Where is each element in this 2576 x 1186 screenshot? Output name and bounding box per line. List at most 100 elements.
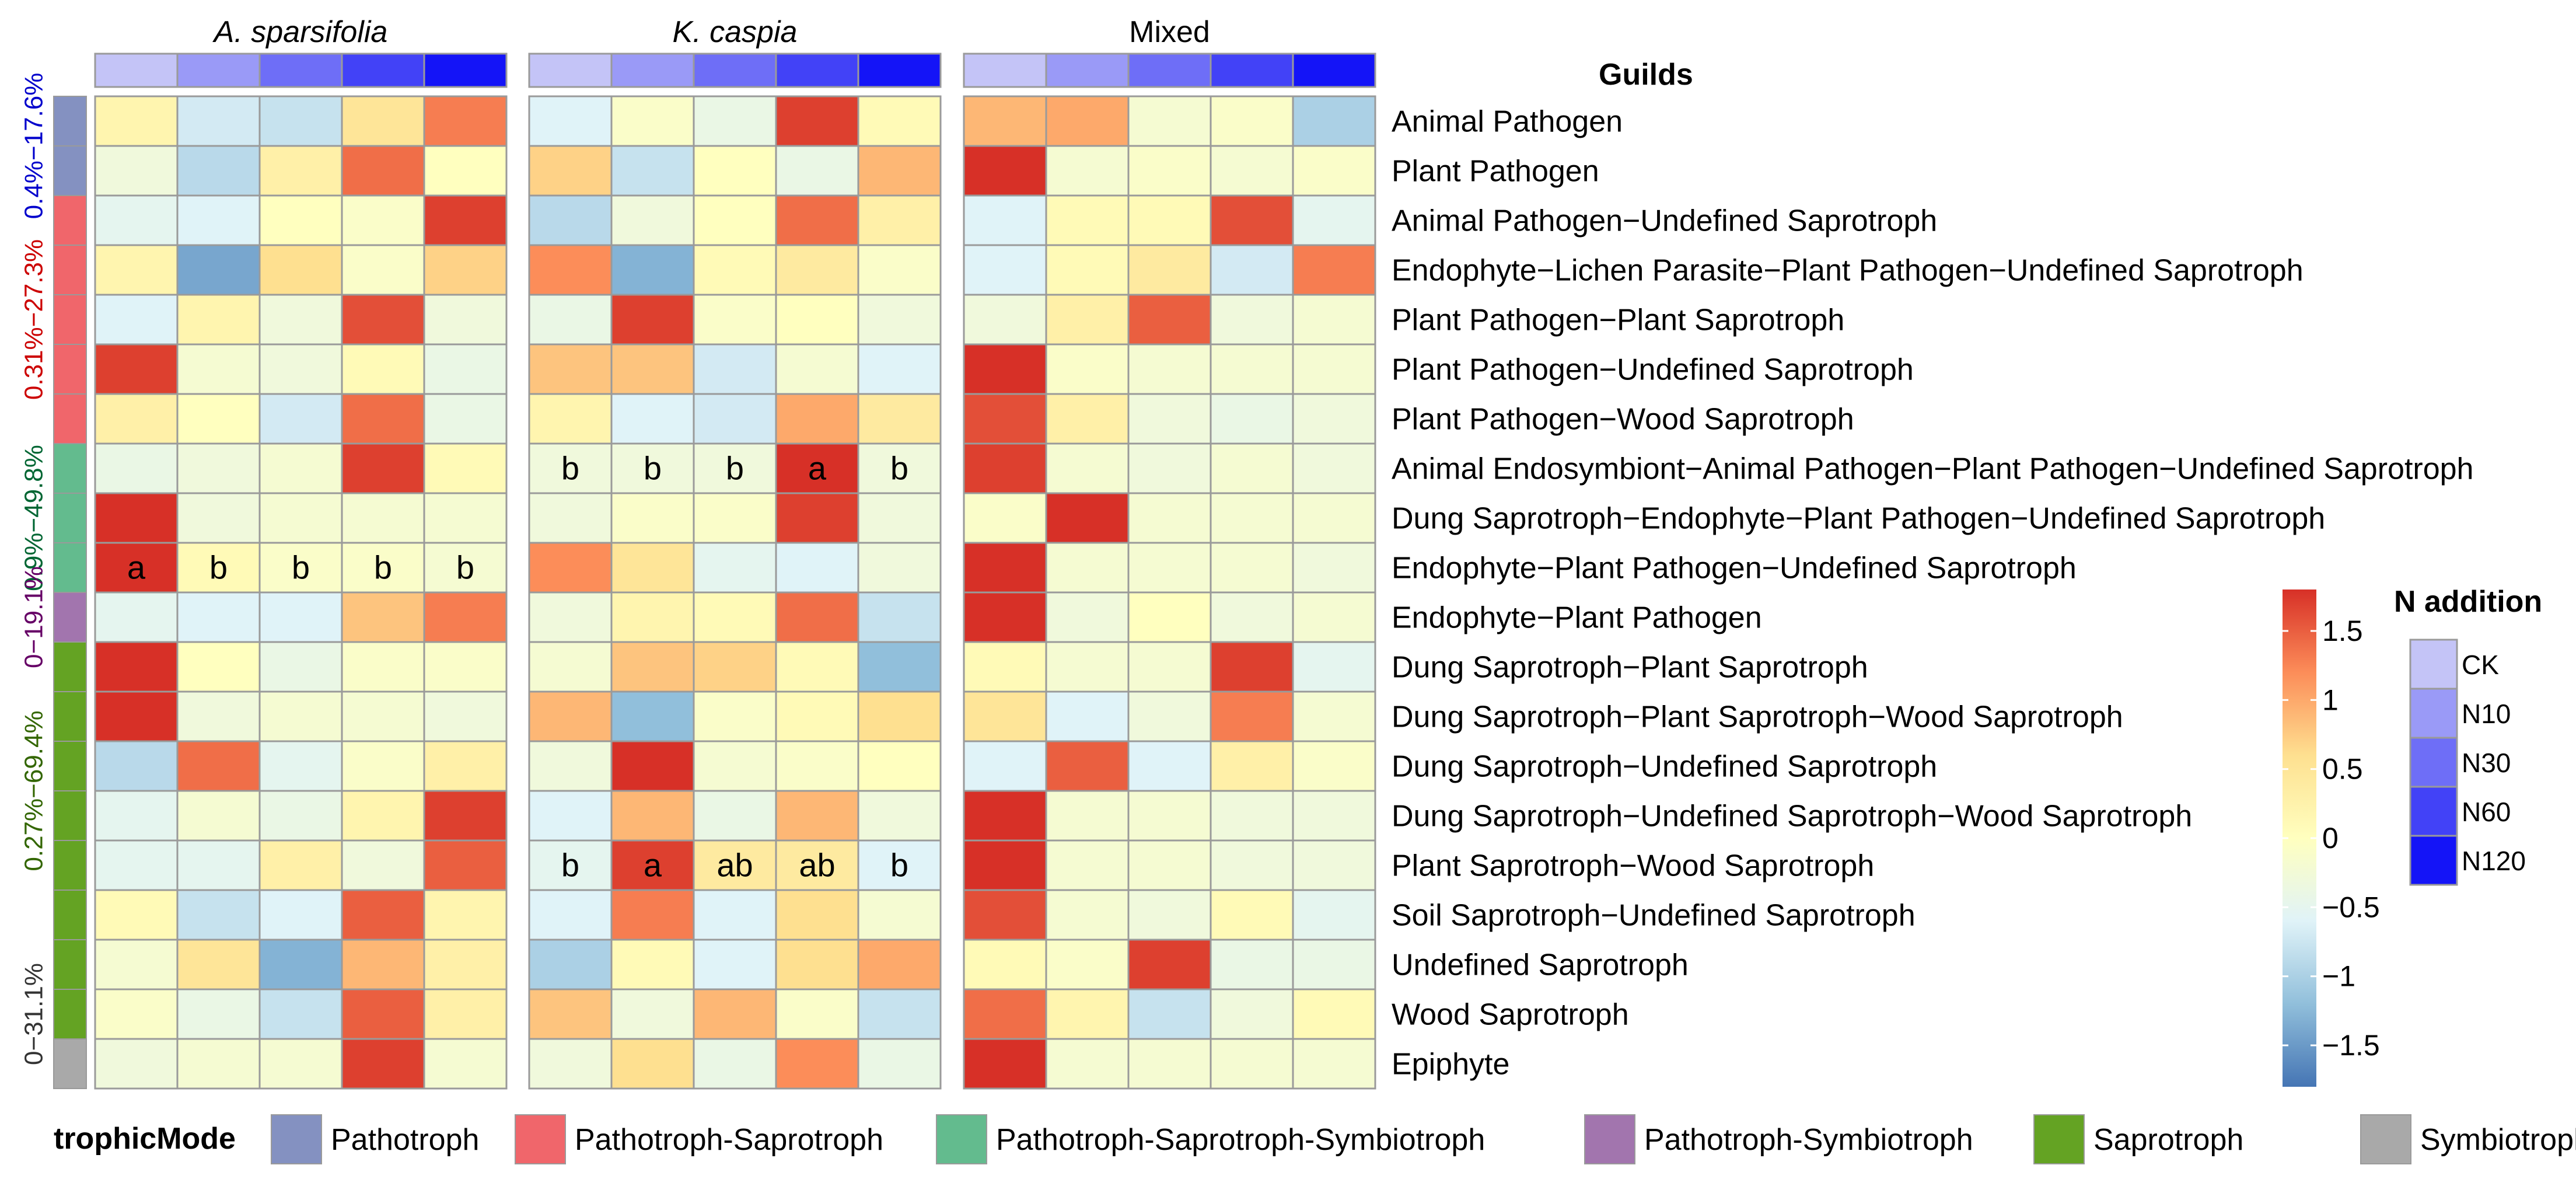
guild-label: Endophyte−Plant Pathogen−Undefined Sapro… [1392,552,2077,585]
heatmap-cell [258,294,343,346]
heatmap-cell [857,1038,942,1090]
guild-label: Dung Saprotroph−Endophyte−Plant Pathogen… [1392,502,2325,536]
heatmap-cell [176,740,261,792]
heatmap-cell [94,939,179,990]
heatmap-cell [963,95,1047,147]
heatmap-panel: K. caspia [528,15,942,1090]
treatment-strip-cell [341,53,425,88]
heatmap-cell [775,591,859,643]
heatmap-cell [1292,393,1376,445]
trophic-mode-swatch [936,1114,987,1164]
heatmap-cell [610,244,695,296]
heatmap-cell [857,641,942,693]
heatmap-cell [857,591,942,643]
heatmap-cell [775,690,859,742]
heatmap-cell [258,95,343,147]
color-scale-tick-label: 1 [2322,683,2339,716]
heatmap-cell [1210,442,1294,494]
heatmap-cell [775,492,859,544]
heatmap-cell [1127,889,1212,941]
heatmap-cell [1127,641,1212,693]
heatmap-cell [423,442,508,494]
heatmap-cell [1045,839,1130,891]
heatmap-cell [1210,591,1294,643]
heatmap-cell [528,194,613,246]
heatmap-cell [963,1038,1047,1090]
heatmap-cell [423,95,508,147]
heatmap-cell [94,542,179,594]
guild-label: Dung Saprotroph−Undefined Saprotroph [1392,750,1937,784]
heatmap-cell [528,591,613,643]
heatmap-cell [1045,244,1130,296]
heatmap-cell [693,839,777,891]
heatmap-cell [1045,740,1130,792]
guilds-header: Guilds [1599,58,1693,92]
heatmap-cell [775,790,859,842]
range-label: 0.27%−69.4% [20,710,48,871]
significance-letter: a [127,549,146,586]
heatmap-cell [693,988,777,1040]
range-label: 0−31.1% [20,963,48,1065]
heatmap-cell [94,244,179,296]
heatmap-cell [258,889,343,941]
guild-label: Animal Endosymbiont−Animal Pathogen−Plan… [1392,452,2473,486]
heatmap-cell [176,542,261,594]
heatmap-cell [94,343,179,395]
heatmap-cell [1210,244,1294,296]
heatmap-cell [1127,690,1212,742]
heatmap-cell [1292,244,1376,296]
heatmap-cell [1127,939,1212,990]
heatmap-cell [94,294,179,346]
heatmap-cell [610,889,695,941]
heatmap-cell [1210,542,1294,594]
range-label: 0.9%−49.8% [20,445,48,591]
color-scale-legend: 1.5 1 0.5 0 −0.5 −1 −1.5 [2283,589,2380,1087]
heatmap-cell [423,988,508,1040]
heatmap-cell [610,988,695,1040]
heatmap-cell [341,393,425,445]
heatmap-cell [1045,294,1130,346]
guild-label: Dung Saprotroph−Undefined Saprotroph−Woo… [1392,800,2192,833]
trophic-mode-cell [53,592,87,643]
heatmap-cell [857,95,942,147]
heatmap-cell [258,244,343,296]
heatmap-cell [176,244,261,296]
heatmap-cell [176,939,261,990]
significance-letter: b [561,847,579,884]
trophic-mode-cell [53,741,87,791]
heatmap-cell [775,641,859,693]
heatmap-cell [528,1038,613,1090]
heatmap-cell [963,244,1047,296]
heatmap-cell [693,542,777,594]
guild-row-labels: Guilds Animal Pathogen Plant Pathogen Anima… [1392,58,2473,1082]
heatmap-cell [94,790,179,842]
heatmap-cell [1045,591,1130,643]
heatmap-cell [423,145,508,197]
heatmap-cell [1292,492,1376,544]
heatmap-cell [423,542,508,594]
heatmap-cell [1127,740,1212,792]
heatmap-cell [1292,442,1376,494]
heatmap-cell [775,95,859,147]
heatmap-cell [1292,839,1376,891]
significance-letter: b [890,450,908,487]
heatmap-cell [94,145,179,197]
heatmap-cell [423,641,508,693]
trophic-mode-legend: trophicMode Pathotroph Pathotroph-Saprotro… [54,1114,2576,1164]
n-addition-label: N10 [2462,699,2511,729]
heatmap-cell [775,1038,859,1090]
heatmap-cell [1045,442,1130,494]
trophic-mode-title: trophicMode [54,1122,236,1156]
heatmap-cell [1045,790,1130,842]
heatmap-cell [775,194,859,246]
range-label: 0.4%−17.6% [20,73,48,219]
n-addition-legend: N addition CK N10 N30 N60 N120 [2394,585,2542,886]
trophic-mode-cell [53,691,87,742]
significance-letter: b [726,450,744,487]
heatmap-cell [610,690,695,742]
heatmap-cell [341,889,425,941]
heatmap-cell [1292,294,1376,346]
color-scale-tick-label: −1 [2322,960,2355,993]
heatmap-cell [1045,145,1130,197]
